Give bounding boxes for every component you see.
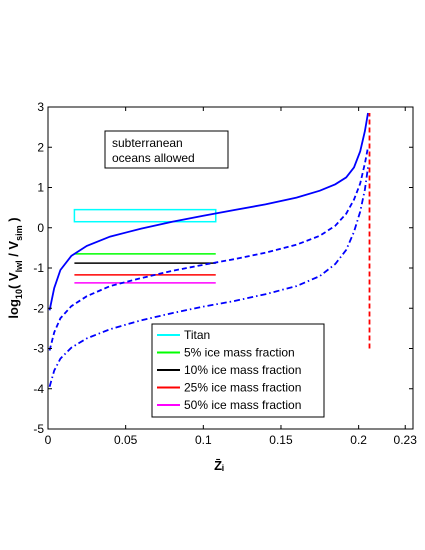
y-tick-label: 3 bbox=[37, 100, 44, 114]
legend: Titan 5% ice mass fraction 10% ice mass fr… bbox=[151, 323, 325, 418]
y-tick-label: -3 bbox=[33, 342, 44, 356]
legend-label-1: Titan bbox=[184, 328, 210, 342]
y-axis-label: log10( Vlwl / Vsim ) bbox=[6, 217, 24, 318]
titan-box bbox=[73, 208, 217, 223]
y-tick-label: 1 bbox=[37, 181, 44, 195]
legend-label-4: 25% ice mass fraction bbox=[184, 381, 301, 395]
x-tick-label: 0.1 bbox=[195, 433, 212, 447]
curve-1-solid bbox=[48, 112, 369, 311]
plot-frame bbox=[47, 106, 414, 430]
annotation-line-1: subterranean bbox=[112, 136, 183, 150]
annotation-box: subterranean oceans allowed bbox=[104, 130, 229, 169]
curve-3-dashdot bbox=[48, 167, 369, 387]
legend-label-2: 5% ice mass fraction bbox=[184, 346, 295, 360]
y-tick-label: 2 bbox=[37, 140, 44, 154]
x-tick-label: 0.15 bbox=[269, 433, 293, 447]
annotation-frame bbox=[104, 130, 229, 169]
y-tick-label: -1 bbox=[33, 261, 44, 275]
legend-label-5: 50% ice mass fraction bbox=[184, 398, 301, 412]
x-axis-label: Z̄ᵢ bbox=[214, 458, 224, 473]
y-tick-label: -2 bbox=[33, 301, 44, 315]
x-tick-label: 0 bbox=[45, 433, 52, 447]
legend-label-3: 10% ice mass fraction bbox=[184, 363, 301, 377]
x-tick-label: 0.2 bbox=[350, 433, 367, 447]
legend-frame bbox=[151, 323, 325, 418]
y-tick-label: -5 bbox=[33, 422, 44, 436]
chart-marks bbox=[48, 112, 371, 387]
x-tick-label: 0.05 bbox=[114, 433, 138, 447]
curve-2-dashed bbox=[48, 147, 369, 351]
x-tick-label: 0.23 bbox=[394, 433, 418, 447]
y-tick-label: 0 bbox=[37, 221, 44, 235]
annotation-line-2: oceans allowed bbox=[112, 151, 195, 165]
y-tick-label: -4 bbox=[33, 382, 44, 396]
